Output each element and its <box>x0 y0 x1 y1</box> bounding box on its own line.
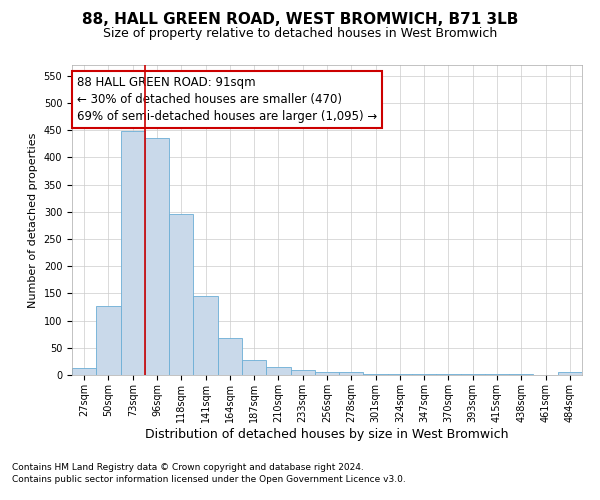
X-axis label: Distribution of detached houses by size in West Bromwich: Distribution of detached houses by size … <box>145 428 509 440</box>
Bar <box>339 372 364 375</box>
Text: 88 HALL GREEN ROAD: 91sqm
← 30% of detached houses are smaller (470)
69% of semi: 88 HALL GREEN ROAD: 91sqm ← 30% of detac… <box>77 76 377 123</box>
Bar <box>290 370 315 375</box>
Bar <box>121 132 145 375</box>
Bar <box>461 374 485 375</box>
Text: Contains HM Land Registry data © Crown copyright and database right 2024.: Contains HM Land Registry data © Crown c… <box>12 464 364 472</box>
Text: Contains public sector information licensed under the Open Government Licence v3: Contains public sector information licen… <box>12 475 406 484</box>
Bar <box>96 306 121 375</box>
Bar <box>485 374 509 375</box>
Y-axis label: Number of detached properties: Number of detached properties <box>28 132 38 308</box>
Bar <box>242 360 266 375</box>
Bar <box>193 296 218 375</box>
Bar <box>436 374 461 375</box>
Bar <box>145 138 169 375</box>
Bar <box>169 214 193 375</box>
Bar <box>509 374 533 375</box>
Bar <box>266 368 290 375</box>
Text: 88, HALL GREEN ROAD, WEST BROMWICH, B71 3LB: 88, HALL GREEN ROAD, WEST BROMWICH, B71 … <box>82 12 518 28</box>
Bar <box>72 368 96 375</box>
Text: Size of property relative to detached houses in West Bromwich: Size of property relative to detached ho… <box>103 28 497 40</box>
Bar <box>315 372 339 375</box>
Bar <box>412 374 436 375</box>
Bar <box>558 372 582 375</box>
Bar <box>218 338 242 375</box>
Bar <box>388 374 412 375</box>
Bar <box>364 374 388 375</box>
